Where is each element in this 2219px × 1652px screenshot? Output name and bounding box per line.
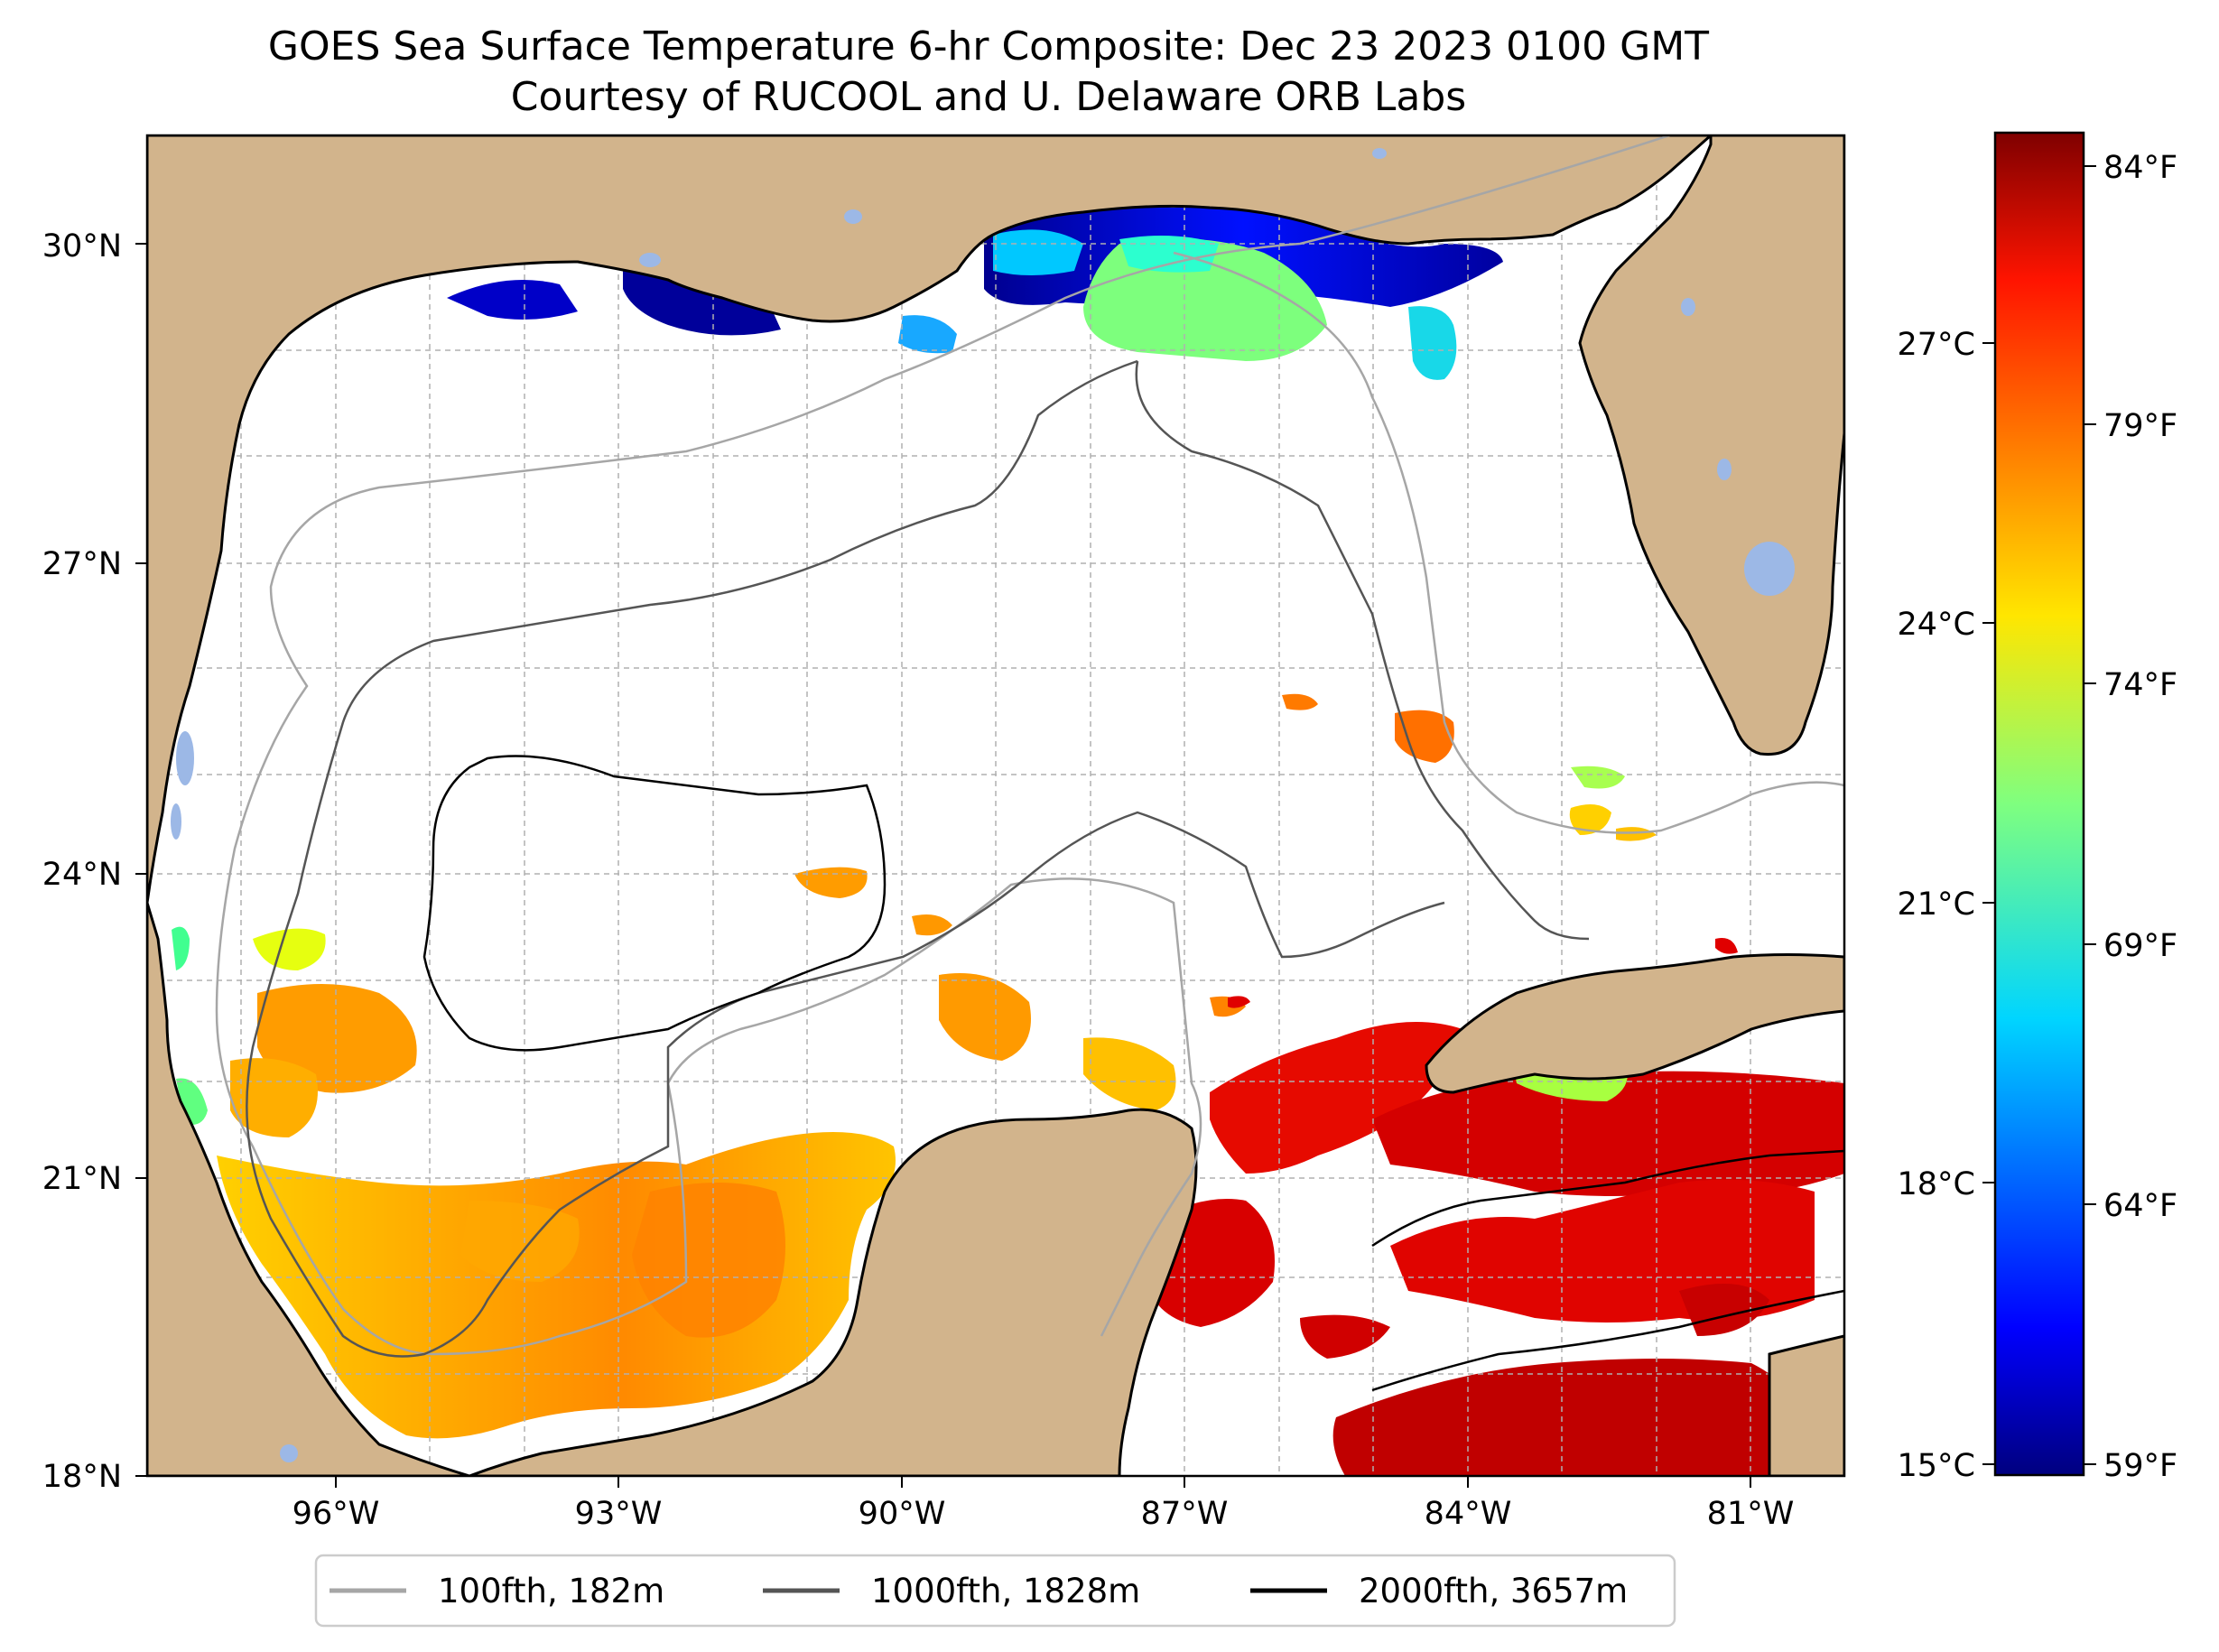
legend-box <box>314 1554 1676 1628</box>
lat-axis: 30°N 27°N 24°N 21°N 18°N <box>42 228 147 1495</box>
contour-100fth <box>215 135 1674 1356</box>
legend: 100fth, 182m 1000fth, 1828m 2000fth, 365… <box>314 1554 1676 1628</box>
us-gulf-coast <box>147 135 1844 904</box>
colorbar-celsius-label: 24°C <box>1898 607 1975 643</box>
contour-2000fth <box>422 755 887 1052</box>
lon-label: 93°W <box>575 1496 663 1532</box>
colorbar-celsius-label: 18°C <box>1898 1166 1975 1202</box>
legend-label: 100fth, 182m <box>438 1572 664 1610</box>
cuba <box>1425 953 1844 1094</box>
sst-data-layer <box>172 206 1844 1476</box>
colorbar-celsius-label: 15°C <box>1898 1448 1975 1484</box>
colorbar-fahrenheit-label: 64°F <box>2103 1188 2177 1224</box>
central-america <box>1768 1334 1844 1476</box>
colorbar-fahrenheit-label: 69°F <box>2103 928 2177 964</box>
mexico-mainland <box>147 902 470 1476</box>
lat-label: 30°N <box>42 228 122 265</box>
lat-label: 21°N <box>42 1161 122 1197</box>
legend-label: 2000fth, 3657m <box>1359 1572 1628 1610</box>
colorbar-fahrenheit-label: 74°F <box>2103 667 2177 703</box>
yucatan-peninsula <box>469 1108 1198 1476</box>
graticule <box>147 135 1844 1476</box>
inland-water <box>171 148 1795 1462</box>
lat-label: 27°N <box>42 546 122 582</box>
bathymetry-contours <box>215 135 1844 1392</box>
colorbar-fahrenheit-label: 79°F <box>2103 408 2177 444</box>
colorbar-fahrenheit-label: 59°F <box>2103 1448 2177 1484</box>
chart-title: GOES Sea Surface Temperature 6-hr Compos… <box>268 23 1709 70</box>
colorbar-fahrenheit-label: 84°F <box>2103 150 2177 186</box>
contour-100fth-florida <box>1173 251 1844 834</box>
lon-label: 90°W <box>859 1496 946 1532</box>
colorbar-celsius-label: 21°C <box>1898 886 1975 923</box>
colorbar-celsius-label: 27°C <box>1898 327 1975 363</box>
colorbar-gradient <box>1993 131 2085 1477</box>
lon-label: 96°W <box>292 1496 380 1532</box>
chart-subtitle: Courtesy of RUCOOL and U. Delaware ORB L… <box>511 74 1466 120</box>
colorbar-celsius-axis: 27°C 24°C 21°C 18°C 15°C <box>1898 327 1995 1484</box>
colorbar: 27°C 24°C 21°C 18°C 15°C 84°F 79°F 74°F … <box>1898 131 2177 1484</box>
lat-label: 24°N <box>42 857 122 893</box>
map-frame <box>145 134 1846 1478</box>
land <box>147 135 1844 1476</box>
colorbar-fahrenheit-axis: 84°F 79°F 74°F 69°F 64°F 59°F <box>2084 150 2177 1484</box>
lon-label: 84°W <box>1425 1496 1512 1532</box>
map-area <box>147 135 1844 1476</box>
contour-1000fth <box>246 359 1590 1358</box>
legend-label: 1000fth, 1828m <box>871 1572 1140 1610</box>
lon-label: 87°W <box>1141 1496 1229 1532</box>
contour-caribbean <box>1371 1149 1844 1392</box>
lat-label: 18°N <box>42 1459 122 1495</box>
lon-label: 81°W <box>1707 1496 1795 1532</box>
lon-axis: 96°W 93°W 90°W 87°W 84°W 81°W <box>292 1476 1795 1532</box>
